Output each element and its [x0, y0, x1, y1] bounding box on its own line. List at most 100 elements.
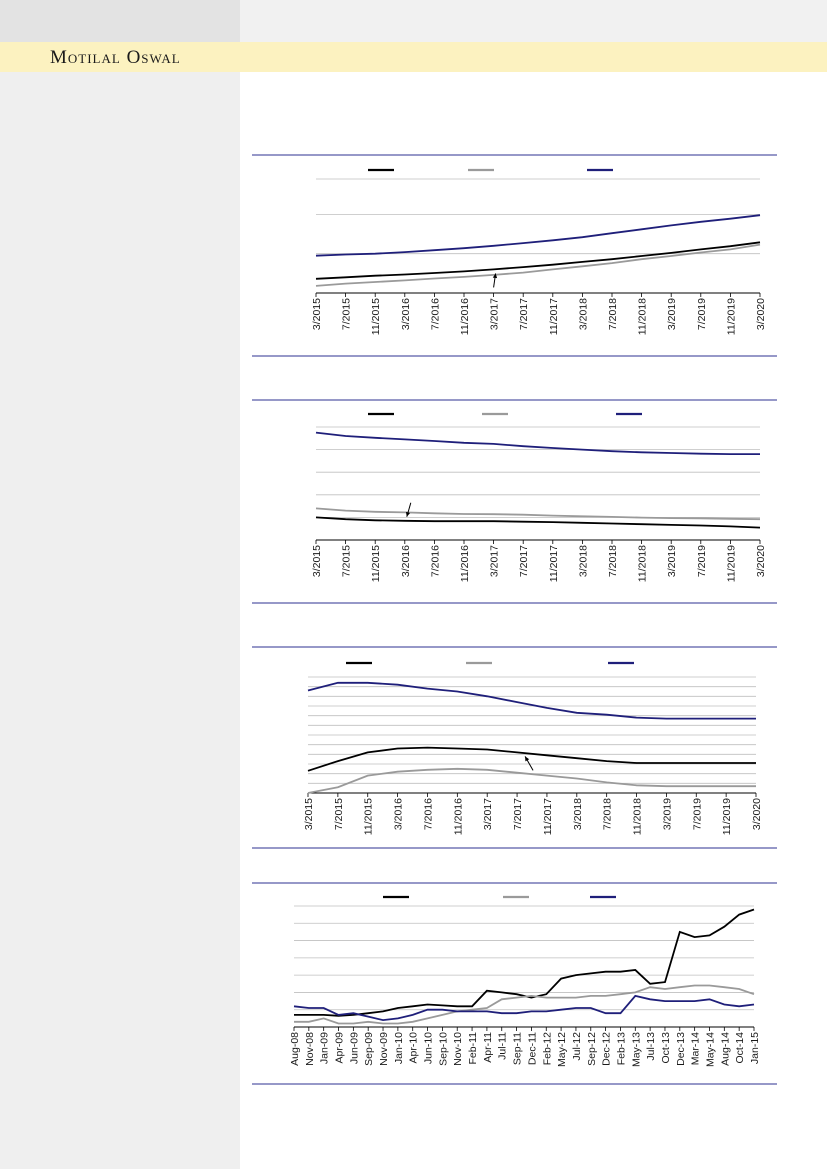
- series-line-1: [294, 908, 755, 1017]
- x-tick-label: 3/2020: [755, 545, 767, 577]
- x-tick-label: Sep-10: [437, 1032, 449, 1066]
- x-tick-label: 3/2017: [482, 798, 494, 830]
- annotation-arrow-head: [405, 511, 411, 517]
- x-tick-label: 7/2017: [518, 545, 530, 577]
- x-tick-label: 3/2020: [751, 798, 763, 830]
- x-tick-label: Apr-10: [408, 1032, 420, 1064]
- x-tick-label: Nov-08: [304, 1032, 316, 1066]
- x-tick-label: Sep-09: [363, 1032, 375, 1066]
- series-line-2: [294, 984, 755, 1025]
- series-line-2: [315, 243, 761, 287]
- x-tick-label: May-12: [556, 1032, 568, 1067]
- left-sidebar: [0, 0, 240, 1169]
- x-tick-label: 3/2017: [489, 545, 501, 577]
- x-tick-label: 7/2019: [691, 798, 703, 830]
- series-line-1: [315, 516, 761, 529]
- x-tick-label: 3/2019: [661, 798, 673, 830]
- x-tick-label: 3/2018: [572, 798, 584, 830]
- x-tick-label: Jan-09: [319, 1032, 331, 1064]
- x-tick-label: 7/2019: [696, 298, 708, 330]
- x-tick-label: 7/2015: [333, 798, 345, 830]
- x-tick-label: May-13: [630, 1032, 642, 1067]
- x-tick-label: Sep-12: [586, 1032, 598, 1066]
- series-line-2: [315, 507, 761, 521]
- annotation-arrow-head: [525, 756, 530, 762]
- series-line-3: [315, 431, 760, 456]
- x-tick-label: Dec-13: [675, 1032, 687, 1066]
- x-tick-label: May-14: [704, 1032, 716, 1067]
- x-tick-label: 11/2017: [548, 298, 560, 335]
- x-tick-label: Jan-15: [749, 1032, 761, 1064]
- x-tick-label: Oct-14: [734, 1032, 746, 1064]
- x-tick-label: 11/2018: [632, 798, 644, 835]
- x-tick-label: 7/2019: [696, 545, 708, 577]
- x-tick-label: 3/2018: [577, 298, 589, 330]
- x-tick-label: 3/2019: [666, 298, 678, 330]
- x-tick-label: 11/2015: [363, 798, 375, 835]
- x-tick-label: 3/2015: [303, 798, 315, 830]
- x-tick-label: Nov-10: [452, 1032, 464, 1066]
- chart-3: 3/2015 7/2015 11/2015 3/2016 7/2016 11/2016 3/…: [252, 646, 777, 849]
- x-tick-label: Dec-12: [601, 1032, 613, 1066]
- x-tick-label: 3/2018: [577, 545, 589, 577]
- x-tick-label: 7/2016: [422, 798, 434, 830]
- x-tick-label: 7/2017: [518, 298, 530, 330]
- x-tick-label: Feb-11: [467, 1032, 479, 1065]
- x-tick-label: 7/2015: [341, 298, 353, 330]
- brand-bar: [0, 42, 827, 72]
- x-tick-label: 3/2016: [393, 798, 405, 830]
- series-line-1: [307, 746, 756, 772]
- x-tick-label: Oct-13: [660, 1032, 672, 1064]
- x-tick-label: Apr-11: [482, 1032, 494, 1063]
- x-tick-label: Sep-11: [512, 1032, 524, 1065]
- x-tick-label: 3/2016: [400, 545, 412, 577]
- header-band-right: [240, 0, 827, 42]
- x-tick-label: Mar-14: [690, 1032, 702, 1065]
- header-band-left: [0, 0, 240, 42]
- x-tick-label: Dec-11: [526, 1032, 538, 1065]
- x-tick-label: Feb-12: [541, 1032, 553, 1065]
- x-tick-label: 11/2017: [548, 545, 560, 582]
- x-tick-label: Jul-12: [571, 1032, 583, 1061]
- x-tick-label: 3/2019: [666, 545, 678, 577]
- x-tick-label: 11/2016: [459, 545, 471, 582]
- chart-2: 3/2015 7/2015 11/2015 3/2016 7/2016 11/2016 3/…: [252, 399, 777, 604]
- x-tick-label: Aug-08: [289, 1032, 301, 1066]
- x-tick-label: Nov-09: [378, 1032, 390, 1066]
- x-tick-label: Jul-13: [645, 1032, 657, 1061]
- x-tick-label: Jul-11: [497, 1032, 509, 1060]
- x-tick-label: 3/2015: [311, 545, 323, 577]
- x-tick-label: Apr-09: [334, 1032, 346, 1064]
- x-tick-label: 11/2017: [542, 798, 554, 835]
- x-tick-label: Feb-13: [615, 1032, 627, 1065]
- x-tick-label: 7/2015: [341, 545, 353, 577]
- x-tick-label: 7/2017: [512, 798, 524, 830]
- chart-4: Aug-08 Nov-08 Jan-09 Apr-09 Jun-09 Sep-09 Nov-…: [252, 882, 777, 1085]
- x-tick-label: 7/2018: [602, 798, 614, 830]
- x-tick-label: Jun-10: [423, 1032, 435, 1064]
- x-tick-label: 11/2018: [637, 545, 649, 582]
- x-tick-label: 3/2020: [755, 298, 767, 330]
- x-tick-label: 11/2016: [452, 798, 464, 835]
- x-tick-label: 11/2015: [370, 298, 382, 335]
- x-tick-label: 7/2016: [429, 545, 441, 577]
- series-line-3: [315, 214, 761, 257]
- x-tick-label: 11/2018: [637, 298, 649, 335]
- chart-1: 3/2015 7/2015 11/2015 3/2016 7/2016 11/2016 3/…: [252, 154, 777, 357]
- series-line-1: [315, 241, 761, 280]
- x-tick-label: 11/2019: [725, 298, 737, 335]
- x-tick-label: 3/2017: [489, 298, 501, 330]
- series-line-3: [293, 994, 755, 1022]
- x-tick-label: 3/2015: [311, 298, 323, 330]
- x-tick-label: 7/2018: [607, 298, 619, 330]
- x-tick-label: 11/2019: [721, 798, 733, 835]
- x-tick-label: 3/2016: [400, 298, 412, 330]
- x-tick-label: Jan-10: [393, 1032, 405, 1064]
- x-tick-label: Aug-14: [719, 1032, 731, 1066]
- x-tick-label: 11/2016: [459, 298, 471, 335]
- x-tick-label: 11/2015: [370, 545, 382, 582]
- brand-logo-text: Motilal Oswal: [50, 47, 181, 68]
- x-tick-label: Jun-09: [348, 1032, 360, 1064]
- x-tick-label: 7/2018: [607, 545, 619, 577]
